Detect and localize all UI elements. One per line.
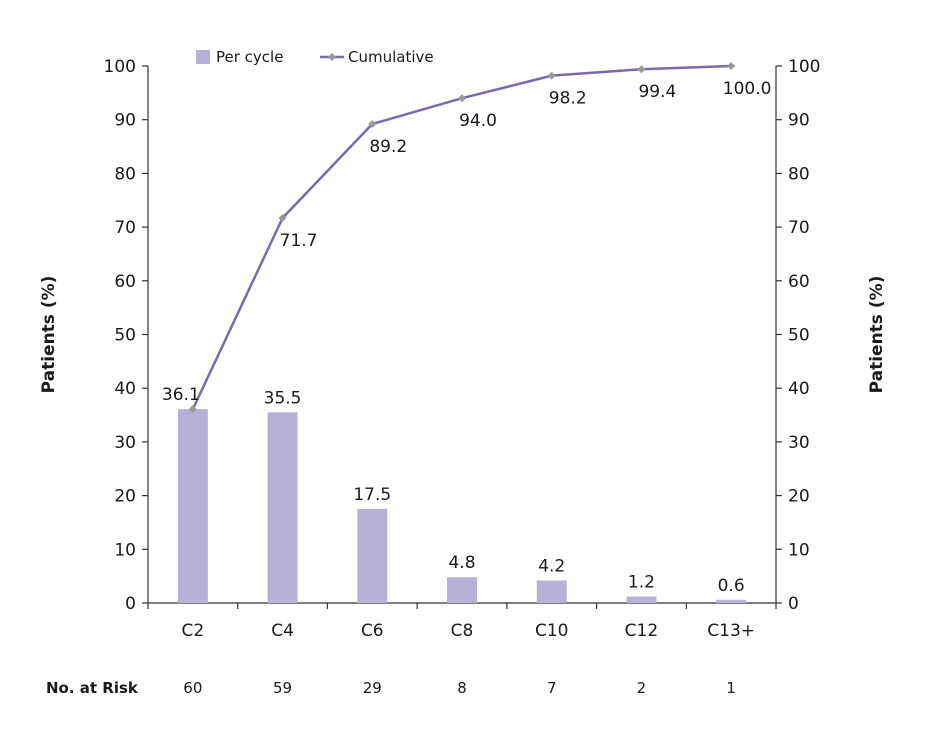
risk-table-value: 2 (637, 679, 647, 697)
bar-data-label: 0.6 (718, 576, 745, 596)
cumulative-data-label: 99.4 (638, 82, 676, 102)
right-y-axis: 0 10 20 30 40 50 60 70 80 90 100 Patients (%) (775, 57, 887, 614)
bar-data-label: 4.8 (448, 553, 475, 573)
cumulative-data-label: 89.2 (369, 137, 407, 157)
cumulative-marker (278, 213, 287, 222)
left-tick-label: 10 (114, 540, 136, 560)
x-tick-label: C4 (271, 621, 294, 641)
right-tick-label: 90 (788, 111, 810, 131)
legend: Per cycle Cumulative (196, 48, 434, 66)
x-tick-label: C10 (535, 621, 569, 641)
right-tick-label: 40 (788, 379, 810, 399)
risk-table-value: 60 (183, 679, 202, 697)
bar-data-label: 1.2 (628, 573, 655, 593)
left-tick-label: 50 (114, 326, 136, 346)
legend-label-per-cycle: Per cycle (216, 48, 283, 66)
left-tick-label: 60 (114, 272, 136, 292)
x-tick-label: C13+ (707, 621, 755, 641)
risk-table-title: No. at Risk (46, 679, 139, 697)
risk-table-value: 8 (457, 679, 467, 697)
risk-table-value: 7 (547, 679, 557, 697)
cumulative-marker (727, 62, 736, 70)
left-tick-label: 90 (114, 111, 136, 131)
risk-table-value: 29 (363, 679, 382, 697)
left-tick-label: 70 (114, 218, 136, 238)
cumulative-data-label: 94.0 (459, 111, 497, 131)
right-tick-label: 30 (788, 433, 810, 453)
data-labels: 36.1 35.5 17.5 4.8 4.2 1.2 0.6 71.7 89.2 94.0 98.2… (162, 79, 772, 596)
bar (177, 409, 208, 603)
cumulative-marker (368, 119, 377, 128)
left-tick-label: 20 (114, 487, 136, 507)
bar (536, 580, 567, 603)
left-tick-label: 40 (114, 379, 136, 399)
bar (357, 509, 388, 603)
bar-data-label: 35.5 (264, 388, 302, 408)
bar (626, 596, 657, 603)
risk-table-value: 59 (273, 679, 292, 697)
bar (267, 412, 298, 603)
left-tick-label: 30 (114, 433, 136, 453)
right-tick-label: 100 (788, 57, 820, 77)
left-y-axis: 0 10 20 30 40 50 60 70 80 90 100 Patients (%) (39, 57, 149, 614)
right-tick-label: 10 (788, 540, 810, 560)
right-tick-label: 70 (788, 218, 810, 238)
x-axis: C2 C4 C6 C8 C10 C12 C13+ (147, 602, 777, 641)
cumulative-marker (188, 405, 197, 414)
right-tick-label: 0 (788, 594, 799, 614)
legend-swatch-per-cycle (196, 50, 210, 64)
right-tick-label: 20 (788, 487, 810, 507)
line-series (188, 62, 736, 414)
cumulative-marker (458, 94, 466, 103)
legend-marker-cumulative (328, 53, 336, 61)
cumulative-data-label: 98.2 (549, 89, 587, 109)
left-tick-label: 0 (125, 594, 136, 614)
right-tick-label: 80 (788, 164, 810, 184)
bar-series (177, 409, 747, 603)
right-tick-label: 60 (788, 272, 810, 292)
right-axis-title: Patients (%) (867, 276, 887, 394)
legend-label-cumulative: Cumulative (348, 48, 434, 66)
bar-data-label: 36.1 (162, 385, 200, 405)
cumulative-marker (547, 71, 556, 80)
x-tick-label: C8 (451, 621, 474, 641)
x-tick-label: C6 (361, 621, 384, 641)
right-tick-label: 50 (788, 326, 810, 346)
bar (716, 599, 747, 603)
x-tick-label: C2 (182, 621, 205, 641)
risk-table-value: 1 (726, 679, 736, 697)
left-tick-label: 100 (104, 57, 136, 77)
cumulative-marker (637, 65, 646, 74)
bar-data-label: 4.2 (538, 556, 565, 576)
bar-data-label: 17.5 (353, 485, 391, 505)
risk-table: No. at Risk 60 59 29 8 7 2 1 (46, 679, 736, 697)
x-tick-label: C12 (625, 621, 659, 641)
cumulative-data-label: 100.0 (723, 79, 772, 99)
cumulative-data-label: 71.7 (280, 231, 318, 251)
bar (447, 577, 477, 603)
left-tick-label: 80 (114, 164, 136, 184)
left-axis-title: Patients (%) (39, 276, 59, 394)
